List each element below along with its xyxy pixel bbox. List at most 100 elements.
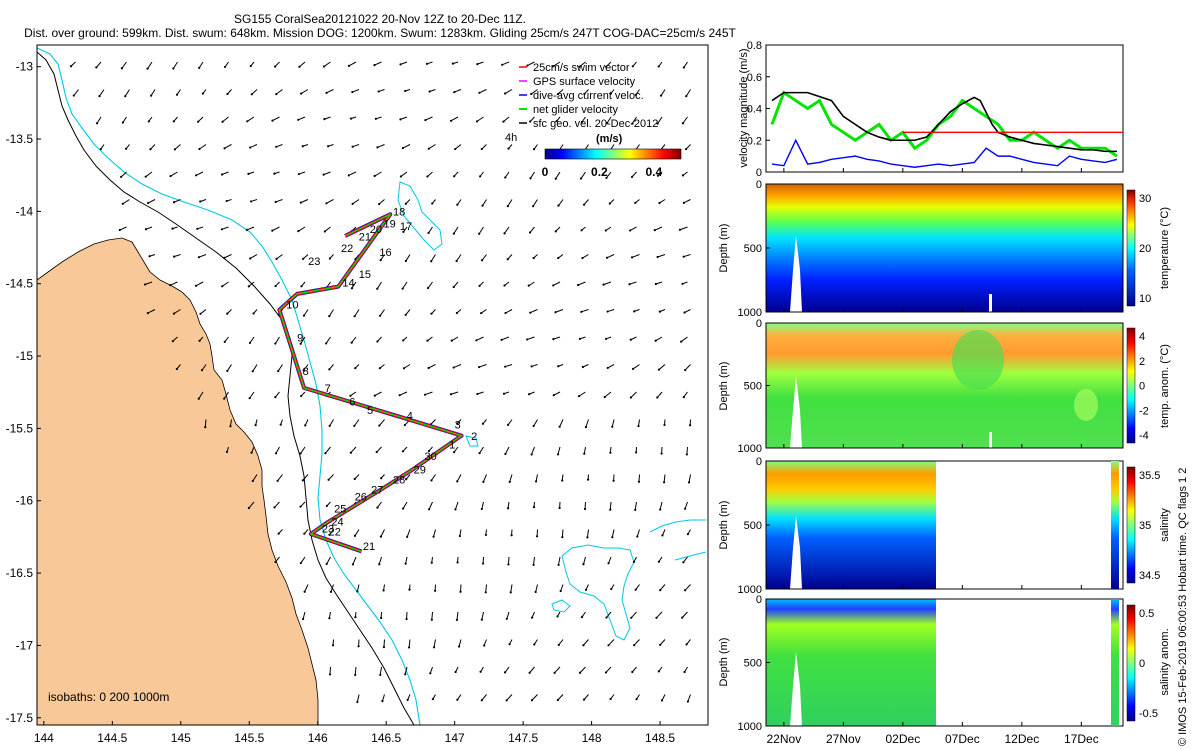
surface-velocity-arrowhead <box>430 618 433 621</box>
surface-velocity-arrowhead <box>635 698 638 701</box>
surface-velocity-arrowhead <box>247 506 250 510</box>
surface-velocity-arrow <box>174 144 181 150</box>
surface-velocity-arrowhead <box>401 287 404 290</box>
surface-velocity-arrow <box>354 309 360 317</box>
surface-velocity-arrow <box>275 199 283 203</box>
surface-velocity-arrowhead <box>634 508 637 511</box>
surface-velocity-arrowhead <box>629 396 632 399</box>
surface-velocity-arrowhead <box>657 65 660 68</box>
surface-velocity-arrowhead <box>198 66 201 70</box>
surface-velocity-arrowhead <box>450 339 453 342</box>
surface-velocity-arrowhead <box>325 562 328 566</box>
surface-velocity-arrow <box>400 61 408 65</box>
surface-velocity-arrow <box>300 199 309 204</box>
surface-velocity-arrow <box>527 61 535 66</box>
surface-velocity-arrow <box>150 89 156 96</box>
surface-velocity-arrow <box>323 171 331 176</box>
surface-velocity-arrow <box>402 281 408 289</box>
waypoint-label: 26 <box>355 492 367 504</box>
legend-geo: sfc geo. vel. 20-Dec-2012 <box>533 118 658 130</box>
waypoint-label: 22 <box>329 526 341 538</box>
temp-anomaly-gap <box>790 376 802 448</box>
surface-velocity-arrow <box>323 61 331 67</box>
surface-velocity-arrowhead <box>630 256 634 259</box>
surface-velocity-arrowhead <box>682 66 685 69</box>
surface-velocity-arrowhead <box>407 646 411 649</box>
surface-velocity-arrowhead <box>529 177 532 180</box>
surface-velocity-arrow <box>300 556 306 564</box>
surface-velocity-arrowhead <box>629 338 632 341</box>
map-xtick-label: 145 <box>171 731 191 745</box>
surface-velocity-arrowhead <box>558 506 561 510</box>
surface-velocity-arrow <box>272 226 280 232</box>
surface-velocity-arrowhead <box>553 671 556 674</box>
surface-velocity-arrow <box>328 309 334 317</box>
surface-velocity-arrow <box>661 694 666 701</box>
surface-velocity-arrowhead <box>530 699 534 702</box>
surface-velocity-arrow <box>608 556 612 564</box>
surface-velocity-arrowhead <box>452 366 455 369</box>
surface-velocity-arrow <box>579 61 586 68</box>
surface-velocity-arrowhead <box>662 481 666 484</box>
surface-velocity-arrowhead <box>478 365 481 369</box>
surface-velocity-arrow <box>478 226 484 234</box>
surface-velocity-arrowhead <box>169 174 172 178</box>
surface-velocity-arrow <box>170 281 178 286</box>
surface-velocity-arrow <box>654 226 663 231</box>
surface-velocity-arrow <box>501 61 510 66</box>
surface-velocity-arrowhead <box>354 616 357 619</box>
waypoint-label: 6 <box>349 396 355 408</box>
surface-velocity-arrow <box>658 364 666 371</box>
section-ytick-label: 0 <box>756 179 762 191</box>
surface-velocity-arrowhead <box>249 64 252 68</box>
map-ytick-label: -13.5 <box>6 132 34 146</box>
temperature-gap <box>790 236 802 312</box>
surface-velocity-arrowhead <box>223 65 227 69</box>
surface-velocity-arrow <box>249 254 258 259</box>
velocity-series <box>770 90 1123 168</box>
surface-velocity-arrow <box>274 336 280 344</box>
surface-velocity-arrowhead <box>481 204 484 207</box>
surface-velocity-arrowhead <box>351 145 354 148</box>
surface-velocity-arrow <box>560 584 564 592</box>
surface-velocity-arrowhead <box>552 338 555 341</box>
surface-velocity-arrow <box>204 419 207 428</box>
surface-velocity-arrowhead <box>478 91 481 94</box>
surface-velocity-arrowhead <box>453 90 456 94</box>
surface-velocity-arrow <box>429 666 433 674</box>
surface-velocity-arrow <box>606 611 612 618</box>
surface-velocity-arrowhead <box>527 284 530 287</box>
surface-velocity-arrowhead <box>194 174 198 177</box>
surface-velocity-arrow <box>96 116 102 124</box>
surface-velocity-arrowhead <box>381 699 384 703</box>
section-ytick-label: 1000 <box>738 721 762 733</box>
surface-velocity-arrow <box>405 556 408 564</box>
surface-velocity-arrowhead <box>552 65 555 68</box>
section-ticks: 0500100030201005001000420-2-40500100035.… <box>738 179 1161 733</box>
surface-velocity-arrow <box>404 666 408 675</box>
surface-velocity-arrow <box>557 446 561 455</box>
surface-velocity-arrow <box>302 611 306 620</box>
surface-velocity-arrowhead <box>504 365 507 368</box>
surface-velocity-arrow <box>505 309 513 314</box>
surface-velocity-arrowhead <box>659 589 662 592</box>
surface-velocity-arrowhead <box>637 480 641 483</box>
surface-velocity-arrowhead <box>579 177 583 180</box>
surface-velocity-arrow <box>553 336 561 340</box>
surface-velocity-arrow <box>606 171 612 179</box>
velocity-frame <box>765 44 1124 173</box>
surface-velocity-arrowhead <box>480 312 483 315</box>
surface-velocity-arrowhead <box>325 202 328 205</box>
surface-velocity-arrow <box>325 446 331 454</box>
map-ytick-label: -14 <box>16 204 34 218</box>
surface-velocity-arrowhead <box>682 201 685 204</box>
surface-velocity-arrowhead <box>175 93 179 96</box>
surface-velocity-arrowhead <box>143 283 147 286</box>
surface-velocity-arrowhead <box>634 93 638 96</box>
surface-velocity-arrow <box>328 474 334 481</box>
surface-velocity-arrowhead <box>377 90 380 93</box>
surface-velocity-arrowhead <box>273 506 276 509</box>
surface-velocity-arrowhead <box>277 532 280 535</box>
surface-velocity-arrowhead <box>526 338 529 341</box>
surface-velocity-arrowhead <box>503 284 506 287</box>
